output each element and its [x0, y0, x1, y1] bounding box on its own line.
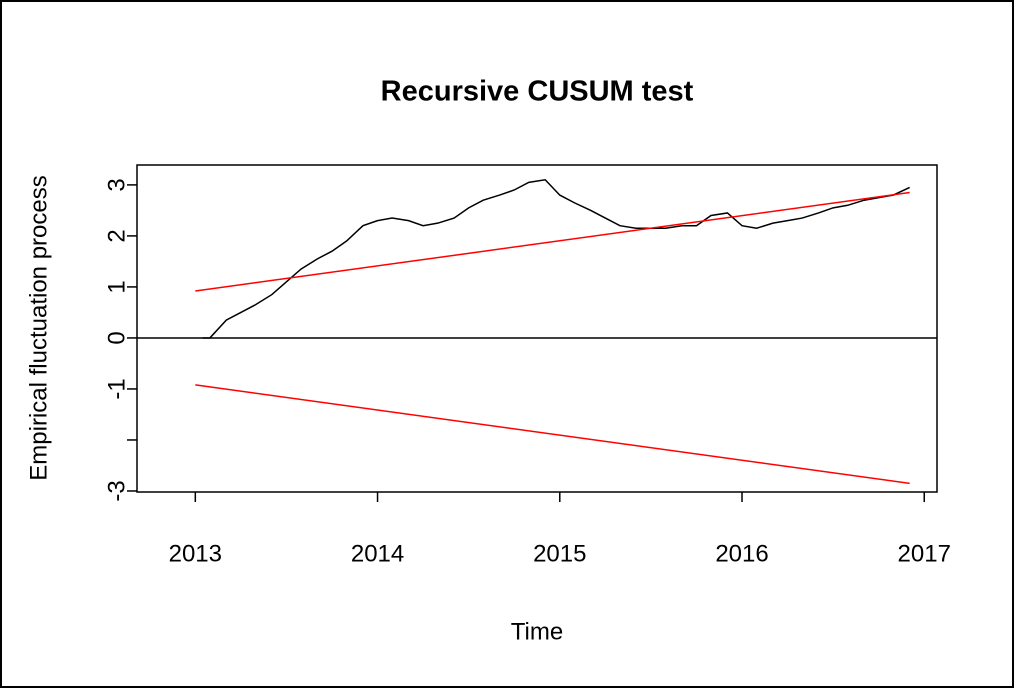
- y-tick-label: -1: [103, 378, 130, 399]
- x-tick-label: 2013: [169, 540, 222, 567]
- plot-box: [136, 164, 938, 493]
- x-tick-label: 2014: [351, 540, 404, 567]
- y-tick-label: 0: [103, 331, 130, 344]
- y-tick-label: -3: [103, 480, 130, 501]
- chart-title: Recursive CUSUM test: [381, 76, 694, 108]
- x-axis-label: Time: [511, 618, 563, 645]
- series-line: [195, 384, 910, 485]
- series-line: [202, 178, 910, 339]
- y-tick-label: 2: [103, 229, 130, 242]
- y-axis-label: Empirical fluctuation process: [25, 175, 52, 480]
- x-tick-label: 2017: [898, 540, 951, 567]
- y-tick-label: 1: [103, 280, 130, 293]
- x-tick-label: 2015: [533, 540, 586, 567]
- x-tick-label: 2016: [715, 540, 768, 567]
- y-tick-label: 3: [103, 178, 130, 191]
- series-line: [195, 191, 910, 292]
